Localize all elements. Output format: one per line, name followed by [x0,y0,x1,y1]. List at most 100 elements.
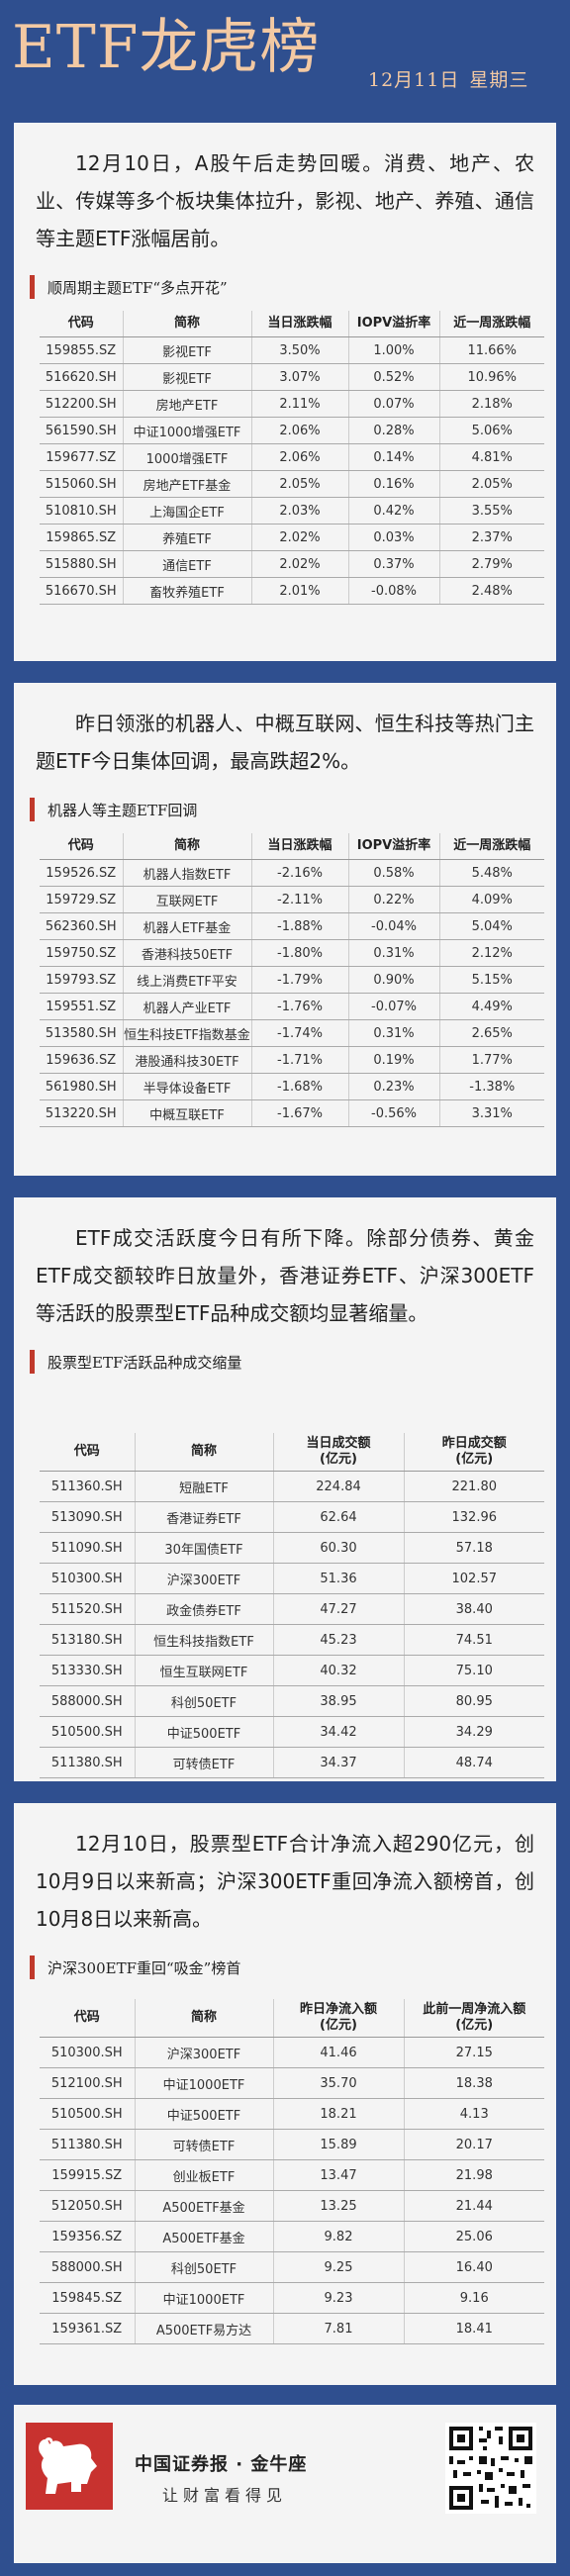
table-row: 511520.SH 政金债券ETF 47.27 38.40 [40,1593,544,1625]
table-cell: 1.00% [348,336,440,364]
table-cell: 0.22% [348,886,440,913]
table-cell: 畜牧养殖ETF [123,577,252,605]
table-row: 515880.SH 通信ETF 2.02% 0.37% 2.79% [40,550,544,578]
table-cell: 4.13 [404,2098,544,2130]
table-cell: 上海国企ETF [123,497,252,525]
table-cell: 可转债ETF [135,1747,274,1778]
table-cell: 中证1000增强ETF [123,417,252,444]
table-row: 562360.SH 机器人ETF基金 -1.88% -0.04% 5.04% [40,912,544,940]
table-cell: 3.55% [439,497,544,525]
table-cell: 可转债ETF [135,2129,274,2160]
column-header: 此前一周净流入额 (亿元) [404,1999,544,2038]
table-cell: 影视ETF [123,336,252,364]
table-cell: 159915.SZ [40,2159,136,2191]
table-cell: 0.16% [348,470,440,498]
table-cell: 41.46 [273,2037,405,2068]
table-cell: 政金债券ETF [135,1593,274,1625]
table-row: 513580.SH 恒生科技ETF指数基金 -1.74% 0.31% 2.65% [40,1019,544,1047]
table-row: 159915.SZ 创业板ETF 13.47 21.98 [40,2159,544,2191]
table-cell: 沪深300ETF [135,1563,274,1594]
table-cell: 4.81% [439,443,544,471]
table-row: 515060.SH 房地产ETF基金 2.05% 0.16% 2.05% [40,470,544,498]
table-row: 159526.SZ 机器人指数ETF -2.16% 0.58% 5.48% [40,859,544,887]
table-cell: 2.06% [251,443,349,471]
table-cell: 21.98 [404,2159,544,2191]
table-cell: 2.65% [439,1019,544,1047]
subtitle-marker [30,1350,35,1374]
table-cell: 中证1000ETF [135,2067,274,2099]
table-cell: 线上消费ETF平安 [123,966,252,994]
table-cell: 0.31% [348,939,440,967]
table-cell: 159750.SZ [40,939,124,967]
table-cell: 0.23% [348,1073,440,1100]
table-cell: 9.82 [273,2221,405,2252]
table-cell: -1.79% [251,966,349,994]
table-cell: 510300.SH [40,2037,136,2068]
table-cell: 21.44 [404,2190,544,2222]
table-row: 159677.SZ 1000增强ETF 2.06% 0.14% 4.81% [40,443,544,471]
table-cell: 3.07% [251,363,349,391]
table-cell: 45.23 [273,1624,405,1656]
table-cell: -1.80% [251,939,349,967]
table-cell: 511380.SH [40,2129,136,2160]
table-cell: -1.68% [251,1073,349,1100]
column-header: 当日涨跌幅 [251,311,349,337]
table-cell: 创业板ETF [135,2159,274,2191]
table-row: 159845.SZ 中证1000ETF 9.23 9.16 [40,2282,544,2314]
table-cell: 34.37 [273,1747,405,1778]
table-cell: 9.25 [273,2251,405,2283]
table-cell: 2.02% [251,524,349,551]
column-header: 代码 [40,311,124,337]
table-cell: 516670.SH [40,577,124,605]
table-row: 513330.SH 恒生互联网ETF 40.32 75.10 [40,1655,544,1686]
table-cell: 恒生科技指数ETF [135,1624,274,1656]
subtitle-marker [30,275,35,299]
table-cell: -1.76% [251,993,349,1020]
section-paragraph: 昨日领涨的机器人、中概互联网、恒生科技等热门主题ETF今日集体回调，最高跌超2%… [36,712,534,773]
table-cell: 7.81 [273,2313,405,2344]
table-header-row: 代码 简称 昨日净流入额 (亿元) 此前一周净流入额 (亿元) [40,1999,544,2038]
table-cell: 恒生科技ETF指数基金 [123,1019,252,1047]
table-cell: 0.90% [348,966,440,994]
table-cell: 4.09% [439,886,544,913]
table-cell: 10.96% [439,363,544,391]
table-cell: 科创50ETF [135,1685,274,1717]
column-header: 当日涨跌幅 [251,833,349,860]
table-cell: 中证500ETF [135,2098,274,2130]
table-cell: 13.47 [273,2159,405,2191]
table-cell: 588000.SH [40,2251,136,2283]
header-date: 12月11日 星期三 [368,65,538,92]
table-cell: 513180.SH [40,1624,136,1656]
table-cell: 27.15 [404,2037,544,2068]
table-cell: 35.70 [273,2067,405,2099]
column-header: 简称 [123,311,252,337]
table-cell: 40.32 [273,1655,405,1686]
table-cell: 25.06 [404,2221,544,2252]
table-cell: 2.02% [251,550,349,578]
table-cell: 养殖ETF [123,524,252,551]
table-cell: 513220.SH [40,1099,124,1127]
table-cell: 机器人ETF基金 [123,912,252,940]
table-cell: 短融ETF [135,1471,274,1502]
table-cell: 香港证券ETF [135,1501,274,1533]
column-header: 近一周涨跌幅 [439,833,544,860]
table-cell: 513090.SH [40,1501,136,1533]
weekday-text: 星期三 [469,69,529,91]
subtitle-text: 沪深300ETF重回“吸金”榜首 [48,1959,241,1977]
table-cell: 0.31% [348,1019,440,1047]
table-cell: 516620.SH [40,363,124,391]
section-subtitle: 顺周期主题ETF“多点开花” [30,271,556,301]
table-cell: 0.14% [348,443,440,471]
section-subtitle: 沪深300ETF重回“吸金”榜首 [30,1952,556,1981]
table-cell: 34.29 [404,1716,544,1748]
table-row: 561980.SH 半导体设备ETF -1.68% 0.23% -1.38% [40,1073,544,1100]
table-cell: 香港科技50ETF [123,939,252,967]
table-cell: 511090.SH [40,1532,136,1564]
table-cell: 102.57 [404,1563,544,1594]
table-cell: 2.11% [251,390,349,418]
table-cell: 科创50ETF [135,2251,274,2283]
table-cell: 515060.SH [40,470,124,498]
table-cell: -1.74% [251,1019,349,1047]
section-card-3: ETF成交活跃度今日有所下降。除部分债券、黄金ETF成交额较昨日放量外，香港证券… [14,1197,556,1781]
table-cell: A500ETF基金 [135,2221,274,2252]
